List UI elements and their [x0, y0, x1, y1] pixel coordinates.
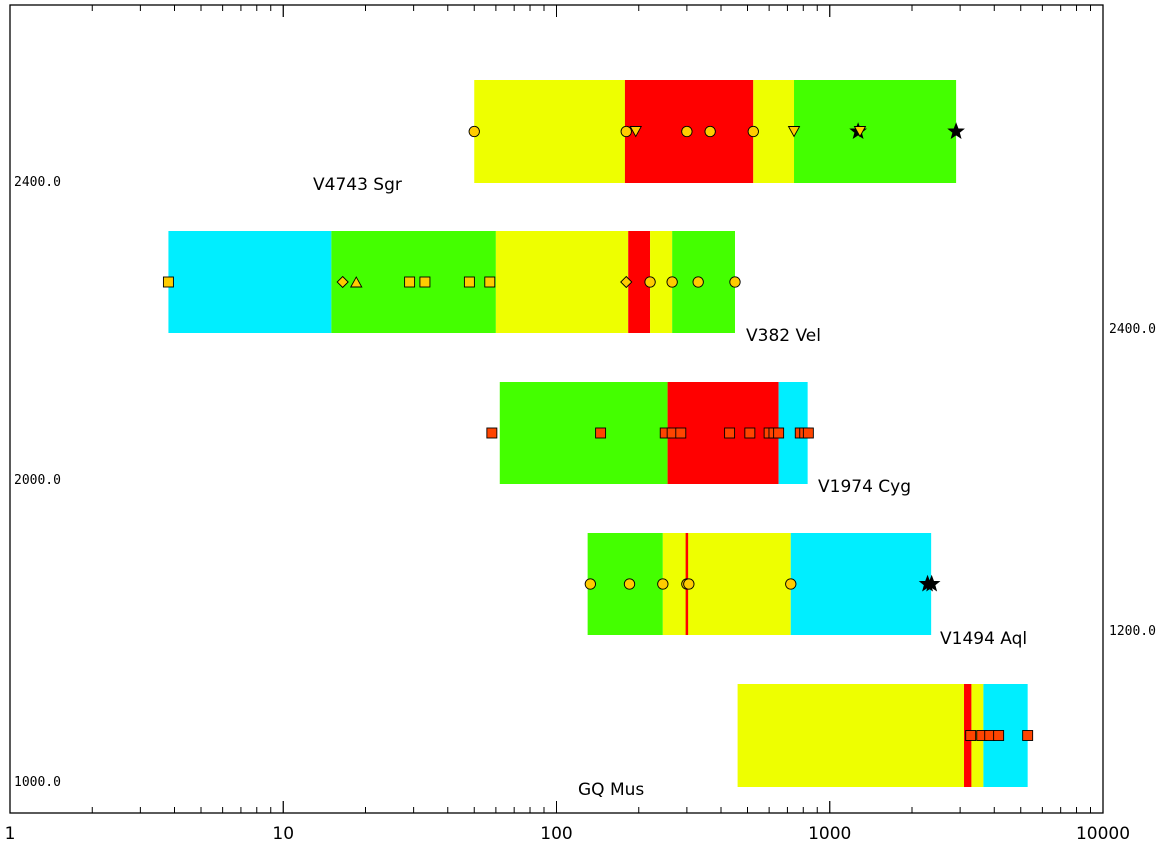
data-point-v4743-sgr-circle	[681, 125, 693, 138]
data-point-v382-vel-diamond	[620, 275, 633, 289]
data-point-v1494-aql-circle	[623, 578, 636, 590]
data-point-v1974-cyg-square	[802, 427, 814, 439]
data-point-v382-vel-diamond	[336, 275, 349, 289]
markers-layer	[162, 122, 1034, 741]
nova-label-v1494-aql: V1494 Aql	[940, 629, 1027, 649]
bar-segment-v1974-cyg-green	[499, 382, 668, 484]
nova-label-gq-mus: GQ Mus	[578, 780, 644, 800]
x-tick-label: 10	[272, 824, 294, 844]
bar-segment-v382-vel-yellow	[650, 231, 673, 333]
data-point-v1974-cyg-square	[486, 427, 498, 439]
data-point-v382-vel-circle	[644, 276, 656, 288]
x-tick-label: 100	[540, 824, 572, 844]
data-point-v382-vel-square	[463, 276, 475, 288]
data-point-v1974-cyg-square	[724, 427, 736, 439]
labels-layer: V4743 Sgr 2400.0 V382 Vel 2400.0 V1974 Cyg 20…	[14, 175, 1156, 800]
x-axis-tick-labels: 1 10 100 1000 10000	[5, 824, 1130, 844]
data-point-v1974-cyg-square	[595, 427, 607, 439]
data-point-v4743-sgr-circle	[704, 125, 716, 138]
data-point-v382-vel-square	[404, 276, 416, 288]
x-axis-ticks	[9, 5, 1104, 813]
data-point-gq-mus-square	[1022, 730, 1034, 741]
data-point-v1494-aql-circle	[683, 578, 695, 590]
reference-label-v1974-cyg: 2000.0	[14, 473, 61, 488]
nova-label-v1974-cyg: V1974 Cyg	[818, 477, 911, 497]
x-tick-label: 1000	[808, 824, 851, 844]
bar-segment-gq-mus-yellow	[737, 684, 965, 787]
reference-label-v4743-sgr: 2400.0	[14, 175, 61, 190]
reference-label-v1494-aql: 1200.0	[1109, 624, 1156, 639]
data-point-v4743-sgr-star	[947, 122, 965, 140]
data-point-v4743-sgr-circle	[620, 125, 632, 138]
bar-segment-v1494-aql-cyan	[790, 533, 932, 635]
nova-label-v382-vel: V382 Vel	[746, 326, 821, 346]
data-point-v382-vel-circle	[666, 276, 678, 288]
x-tick-label: 1	[5, 824, 16, 844]
reference-label-gq-mus: 1000.0	[14, 775, 61, 790]
data-point-v4743-sgr-triangle-down	[629, 126, 643, 138]
data-point-v4743-sgr-triangle-down	[853, 126, 867, 138]
bar-segment-v382-vel-yellow	[495, 231, 629, 333]
data-point-v382-vel-square	[419, 276, 431, 288]
bar-segment-v4743-sgr-yellow	[474, 80, 625, 183]
reference-label-v382-vel: 2400.0	[1109, 322, 1156, 337]
data-point-v1494-aql-circle	[584, 578, 596, 590]
data-point-v1974-cyg-square	[675, 427, 687, 439]
data-point-v382-vel-circle	[729, 276, 741, 288]
data-point-v1974-cyg-square	[773, 427, 785, 439]
data-point-v382-vel-triangle-up	[349, 276, 363, 288]
bar-segment-v382-vel-cyan	[168, 231, 332, 333]
bar-segment-v4743-sgr-yellow	[753, 80, 795, 183]
nova-label-v4743-sgr: V4743 Sgr	[313, 175, 402, 195]
data-point-v1494-aql-circle	[657, 578, 669, 590]
data-point-v1494-aql-star	[922, 574, 941, 592]
data-point-v4743-sgr-circle	[747, 125, 759, 138]
data-point-gq-mus-square	[965, 730, 977, 741]
data-point-v382-vel-circle	[692, 276, 704, 288]
data-point-v4743-sgr-circle	[468, 125, 480, 138]
x-tick-label: 10000	[1076, 824, 1130, 844]
bar-segment-v382-vel-red	[628, 231, 651, 333]
data-point-v382-vel-square	[162, 276, 174, 288]
data-point-v382-vel-square	[484, 276, 496, 288]
data-point-v1974-cyg-square	[744, 427, 756, 439]
bar-segment-v4743-sgr-green	[794, 80, 957, 183]
data-point-v1494-aql-circle	[785, 578, 797, 590]
data-point-gq-mus-square	[993, 730, 1005, 741]
data-point-v4743-sgr-triangle-down	[787, 126, 801, 138]
